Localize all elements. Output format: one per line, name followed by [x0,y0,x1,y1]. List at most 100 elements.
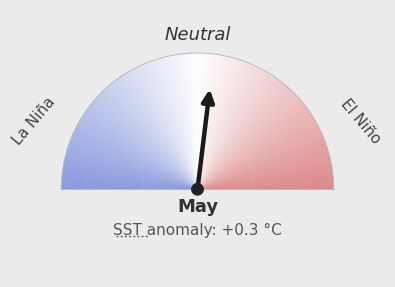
Wedge shape [198,166,332,189]
Wedge shape [198,56,228,189]
Wedge shape [198,119,316,189]
Wedge shape [158,58,198,189]
Wedge shape [198,136,324,189]
Wedge shape [132,69,198,189]
Wedge shape [198,168,332,189]
Wedge shape [155,59,198,189]
Wedge shape [198,134,323,189]
Text: SST anomaly: +0.3 °C: SST anomaly: +0.3 °C [113,223,282,238]
Wedge shape [61,187,197,189]
Wedge shape [65,156,198,189]
Wedge shape [198,113,312,189]
Wedge shape [198,161,331,189]
Wedge shape [198,57,233,189]
Wedge shape [93,100,198,189]
Wedge shape [198,90,292,189]
Wedge shape [198,58,237,189]
Wedge shape [112,82,198,189]
Wedge shape [95,98,198,189]
Wedge shape [198,63,251,189]
Wedge shape [160,58,198,189]
Wedge shape [86,109,198,189]
Wedge shape [169,55,198,189]
Wedge shape [67,150,198,189]
Wedge shape [198,129,321,189]
Wedge shape [89,105,198,189]
Wedge shape [198,107,308,189]
Wedge shape [198,172,333,189]
Wedge shape [78,121,198,189]
Wedge shape [138,66,198,189]
Wedge shape [73,132,198,189]
Wedge shape [198,104,305,189]
Wedge shape [198,85,287,189]
Wedge shape [119,76,198,189]
Wedge shape [179,54,198,189]
Wedge shape [90,104,198,189]
Wedge shape [64,159,198,189]
Text: May: May [177,198,218,216]
Wedge shape [198,69,263,189]
Wedge shape [123,74,198,189]
Wedge shape [198,54,212,189]
Wedge shape [198,88,290,189]
Wedge shape [174,55,198,189]
Wedge shape [77,123,198,189]
Wedge shape [198,100,302,189]
Wedge shape [198,54,214,189]
Wedge shape [181,54,198,189]
Wedge shape [135,67,198,189]
Wedge shape [198,138,325,189]
Wedge shape [198,91,294,189]
Wedge shape [72,134,198,189]
Wedge shape [198,159,331,189]
Wedge shape [198,78,278,189]
Wedge shape [198,170,333,189]
Wedge shape [198,62,248,189]
Wedge shape [198,182,334,189]
Wedge shape [66,152,198,189]
Wedge shape [198,74,272,189]
Wedge shape [108,85,198,189]
Wedge shape [198,79,280,189]
Wedge shape [198,54,219,189]
Wedge shape [71,136,198,189]
Wedge shape [127,71,198,189]
Wedge shape [198,55,224,189]
Wedge shape [147,62,198,189]
Wedge shape [68,145,198,189]
Wedge shape [83,113,198,189]
Wedge shape [198,73,270,189]
Wedge shape [153,60,198,189]
Wedge shape [82,115,198,189]
Wedge shape [198,154,330,189]
Wedge shape [198,180,333,189]
Wedge shape [65,154,198,189]
Wedge shape [198,147,328,189]
Wedge shape [198,123,318,189]
Wedge shape [176,54,198,189]
Wedge shape [198,177,333,189]
Circle shape [192,183,203,195]
Wedge shape [198,102,303,189]
Wedge shape [198,71,268,189]
Wedge shape [198,98,300,189]
Wedge shape [98,95,198,189]
Wedge shape [67,147,198,189]
Wedge shape [198,53,200,189]
Wedge shape [62,175,198,189]
Wedge shape [198,132,322,189]
Wedge shape [198,53,205,189]
Wedge shape [198,121,317,189]
Wedge shape [190,53,198,189]
Wedge shape [100,93,198,189]
Wedge shape [125,73,198,189]
Wedge shape [103,90,198,189]
Wedge shape [198,145,327,189]
Wedge shape [198,67,260,189]
Wedge shape [75,127,198,189]
Wedge shape [171,55,198,189]
Wedge shape [74,129,198,189]
Wedge shape [96,96,198,189]
Wedge shape [76,125,198,189]
